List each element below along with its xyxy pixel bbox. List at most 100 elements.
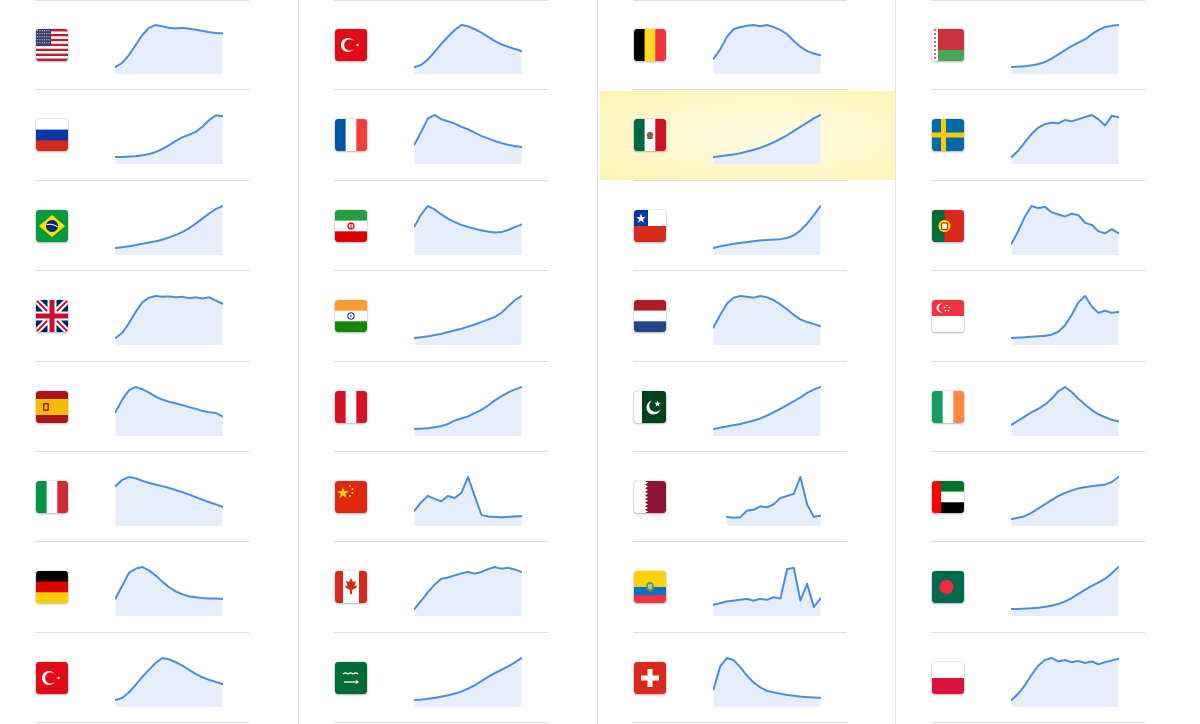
italy-flag	[36, 481, 68, 513]
poland-flag	[932, 662, 964, 694]
sparkline	[1011, 114, 1119, 164]
sweden-flag	[932, 119, 964, 151]
sparkline	[414, 476, 522, 526]
row-separator	[334, 270, 548, 271]
row-separator	[35, 180, 249, 181]
sparkline	[115, 566, 223, 616]
sparkline	[414, 295, 522, 345]
sparkline-line	[414, 657, 522, 701]
sparkline-area	[1011, 25, 1119, 74]
row-separator	[931, 180, 1145, 181]
sparkline	[115, 114, 223, 164]
sparkline-line	[1011, 657, 1119, 701]
column-separator	[895, 0, 896, 724]
france-flag	[335, 119, 367, 151]
sparkline-line	[115, 114, 223, 158]
column-separator	[597, 0, 598, 724]
sparkline-area	[713, 25, 821, 74]
sparkline-area	[115, 567, 223, 616]
sparkline-line	[725, 476, 821, 519]
sparkline-line	[1011, 114, 1119, 158]
row-separator	[35, 0, 249, 1]
belarus-flag	[932, 29, 964, 61]
china-flag	[335, 481, 367, 513]
sparkline-line	[1011, 386, 1119, 426]
row-separator	[633, 632, 847, 633]
sparkline-line	[1011, 295, 1119, 339]
row-separator	[931, 89, 1145, 90]
sparkline-area	[726, 477, 821, 526]
sparkline-area	[414, 25, 522, 74]
sparkline	[1011, 24, 1119, 74]
sparkline-area	[414, 296, 522, 345]
sparkline-area	[414, 206, 522, 255]
sparkline-area	[1011, 658, 1119, 707]
row-separator	[35, 89, 249, 90]
sparkline	[414, 386, 522, 436]
sparkline-area	[414, 567, 522, 616]
sparkline	[115, 386, 223, 436]
sparkline-area	[1011, 387, 1119, 436]
sparkline-line	[713, 114, 821, 158]
sparkline	[713, 205, 821, 255]
sparkline-line	[414, 566, 522, 610]
sparkline-area	[414, 115, 522, 164]
row-separator	[334, 180, 548, 181]
india-flag	[335, 300, 367, 332]
pakistan-flag	[634, 391, 666, 423]
sparkline-line	[414, 114, 522, 148]
saudi-arabia-flag	[335, 662, 367, 694]
switzerland-flag	[634, 662, 666, 694]
row-separator	[334, 89, 548, 90]
sparkline	[1011, 205, 1119, 255]
row-separator	[931, 541, 1145, 542]
sparkline-area	[115, 206, 223, 255]
column-separator	[298, 0, 299, 724]
sparkline	[713, 386, 821, 436]
sparkline	[725, 476, 821, 526]
portugal-flag	[932, 210, 964, 242]
row-separator	[334, 541, 548, 542]
sparkline-line	[713, 205, 821, 249]
sparkline-line	[414, 476, 522, 519]
row-separator	[931, 722, 1145, 723]
row-separator	[633, 0, 847, 1]
row-separator	[35, 722, 249, 723]
sparkline	[414, 205, 522, 255]
row-separator	[633, 541, 847, 542]
sparkline-area	[115, 387, 223, 436]
sparkline-line	[115, 657, 223, 701]
sparkline-line	[1011, 566, 1119, 610]
sparkline-line	[713, 566, 821, 608]
sparkline-line	[414, 295, 522, 339]
sparkline-area	[115, 25, 223, 74]
turkey-flag	[36, 662, 68, 694]
sparkline	[115, 295, 223, 345]
row-separator	[35, 632, 249, 633]
row-separator	[931, 361, 1145, 362]
sparkline	[115, 24, 223, 74]
bangladesh-flag	[932, 571, 964, 603]
row-separator	[35, 451, 249, 452]
sparkline-line	[713, 657, 821, 699]
sparkline	[713, 657, 821, 707]
canada-flag	[335, 571, 367, 603]
united-kingdom-flag	[36, 300, 68, 332]
netherlands-flag	[634, 300, 666, 332]
row-separator	[334, 451, 548, 452]
chile-flag	[634, 210, 666, 242]
sparkline	[414, 657, 522, 707]
sparkline-area	[1011, 115, 1119, 164]
sparkline-area	[1011, 477, 1119, 526]
sparkline	[1011, 566, 1119, 616]
sparkline-area	[713, 296, 821, 345]
row-separator	[633, 361, 847, 362]
sparkline-line	[414, 24, 522, 68]
singapore-flag	[932, 300, 964, 332]
sparkline	[1011, 657, 1119, 707]
sparkline	[713, 295, 821, 345]
sparkline	[414, 566, 522, 616]
row-separator	[35, 361, 249, 362]
row-separator	[931, 632, 1145, 633]
sparkline-line	[115, 386, 223, 418]
